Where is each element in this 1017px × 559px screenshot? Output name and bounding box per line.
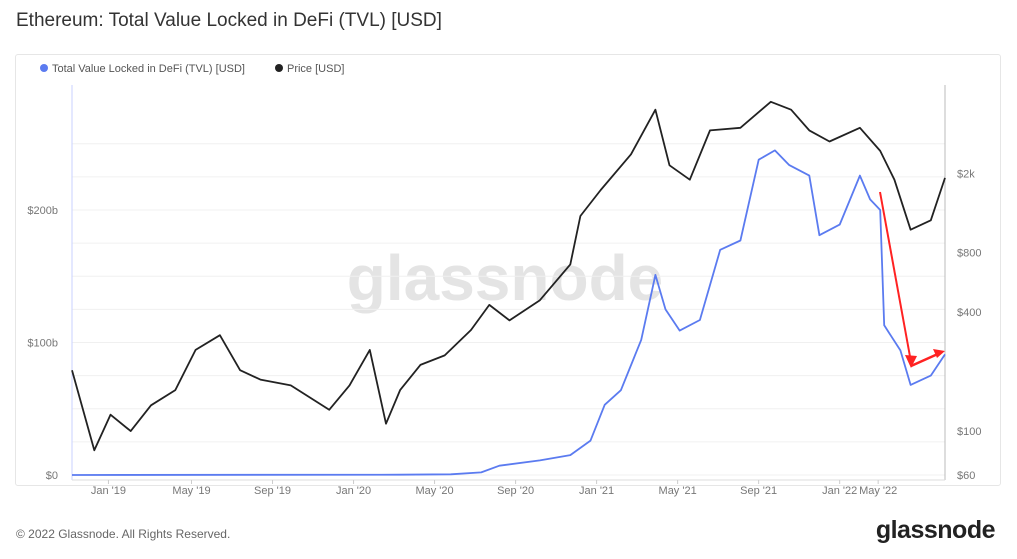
left-tick-label: $0 [46,470,58,482]
x-tick-label: Sep '21 [740,485,777,497]
x-tick-label: May '22 [859,485,897,497]
page-title: Ethereum: Total Value Locked in DeFi (TV… [16,10,442,31]
tvl-line [71,149,946,476]
copyright-footer: © 2022 Glassnode. All Rights Reserved. [16,527,231,541]
left-tick-label: $100b [27,338,58,350]
legend-item-tvl[interactable]: Total Value Locked in DeFi (TVL) [USD] [40,63,245,75]
right-tick-label: $800 [957,247,981,259]
glassnode-logo: glassnode [875,516,996,544]
legend-item-price[interactable]: Price [USD] [274,63,345,75]
x-tick-label: Jan '21 [579,485,614,497]
tvl-dot-icon [40,64,48,72]
left-tick-label: $200b [27,205,58,217]
chart-frame [15,54,1001,486]
red-arrow-annotation [879,191,945,368]
right-tick-label: $2k [957,168,975,180]
x-tick-label: Sep '19 [254,485,291,497]
right-tick-label: $60 [957,470,975,482]
legend-label-price: Price [USD] [286,63,345,75]
x-tick-label: Jan '20 [336,485,371,497]
x-tick-label: May '21 [659,485,697,497]
watermark: glassnode [347,242,664,314]
x-tick-label: Sep '20 [497,485,534,497]
price-line [71,100,946,452]
legend-label-tvl: Total Value Locked in DeFi (TVL) [USD] [52,63,245,75]
right-tick-label: $400 [957,307,981,319]
x-tick-label: Jan '22 [822,485,857,497]
x-tick-label: May '19 [172,485,210,497]
right-tick-label: $100 [957,426,981,438]
x-tick-label: Jan '19 [91,485,126,497]
x-tick-label: May '20 [415,485,453,497]
chart-legend: Total Value Locked in DeFi (TVL) [USD] P… [40,63,344,75]
price-dot-icon [274,64,283,72]
